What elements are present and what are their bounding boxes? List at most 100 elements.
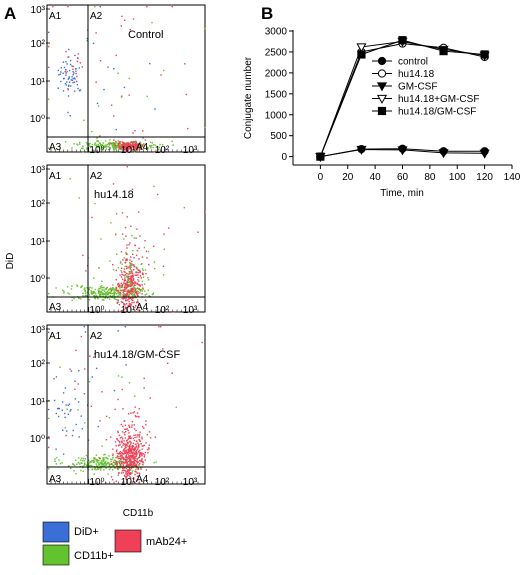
dot	[100, 467, 103, 469]
dot	[154, 268, 156, 270]
dot	[124, 286, 126, 289]
dot	[130, 269, 132, 271]
dot	[134, 306, 136, 309]
dot	[84, 289, 86, 291]
dot	[106, 286, 108, 289]
dot	[112, 183, 115, 185]
dot	[125, 431, 127, 433]
dot	[123, 474, 126, 477]
x-tick-label: 40	[370, 172, 382, 183]
dot	[122, 458, 125, 461]
dot	[125, 252, 127, 254]
dot	[123, 442, 125, 445]
dot	[135, 271, 137, 274]
dot	[83, 288, 85, 290]
dot	[127, 306, 130, 308]
dot	[97, 466, 100, 469]
dot	[135, 147, 138, 150]
dot	[95, 459, 97, 461]
dot	[115, 146, 117, 149]
dot	[141, 145, 143, 147]
dot	[204, 126, 206, 129]
dot	[128, 285, 130, 288]
dot	[121, 301, 124, 303]
dot	[129, 29, 131, 31]
x-tick-label: 10²	[155, 145, 170, 156]
dot	[55, 463, 58, 465]
dot	[163, 233, 165, 235]
dot	[72, 68, 74, 70]
dot	[93, 295, 96, 297]
dot	[132, 463, 135, 465]
dot	[135, 416, 137, 418]
region-label-a3: A3	[49, 142, 62, 153]
dot	[105, 145, 107, 147]
dot	[133, 149, 135, 151]
dot	[132, 269, 135, 271]
dot	[48, 45, 50, 48]
data-point	[439, 47, 448, 56]
dot	[130, 441, 132, 443]
dot	[110, 288, 112, 291]
dot	[138, 443, 140, 446]
dot	[160, 74, 162, 76]
dot	[93, 457, 95, 459]
dot	[127, 286, 129, 288]
dot	[116, 299, 118, 301]
y-tick-label: 2000	[265, 68, 288, 79]
dot	[134, 284, 137, 286]
dot	[99, 288, 101, 290]
dot	[131, 298, 133, 301]
dot	[95, 295, 97, 297]
dot	[108, 142, 110, 144]
dot	[140, 146, 142, 149]
dot	[131, 456, 134, 459]
dot	[120, 25, 122, 27]
dot	[128, 432, 130, 434]
dot	[124, 434, 126, 436]
dot	[104, 453, 106, 456]
x-tick-label: 100	[449, 172, 466, 183]
dot	[128, 77, 131, 80]
dot	[133, 286, 136, 289]
dot	[121, 15, 123, 18]
dot	[117, 375, 120, 377]
dot	[138, 433, 141, 436]
dot	[124, 437, 126, 439]
dot	[125, 290, 127, 292]
dot	[116, 302, 118, 304]
dot	[59, 462, 62, 465]
region-label-a1: A1	[49, 331, 62, 342]
dot	[127, 291, 129, 294]
dot	[139, 141, 141, 143]
dot	[79, 90, 81, 92]
dot	[204, 27, 206, 30]
dot	[91, 293, 93, 295]
dot	[138, 211, 140, 213]
dot	[119, 292, 121, 294]
dot	[114, 288, 116, 290]
dot	[99, 457, 101, 459]
dot	[72, 77, 74, 80]
dot	[122, 286, 124, 288]
dot	[128, 382, 131, 384]
dot	[137, 271, 139, 274]
dot	[139, 462, 141, 465]
dot	[86, 291, 88, 294]
dot	[125, 476, 127, 478]
dot	[111, 142, 114, 144]
dot	[128, 467, 131, 470]
dot	[113, 139, 115, 141]
dot	[61, 401, 64, 403]
dot	[77, 401, 80, 403]
dot	[133, 448, 135, 450]
dot	[114, 467, 116, 469]
dot	[80, 462, 82, 464]
dot	[92, 291, 94, 294]
dot	[82, 147, 84, 150]
dot	[114, 462, 116, 464]
dot	[117, 284, 119, 286]
dot	[119, 286, 122, 288]
dot	[152, 293, 154, 295]
dot	[133, 454, 135, 456]
